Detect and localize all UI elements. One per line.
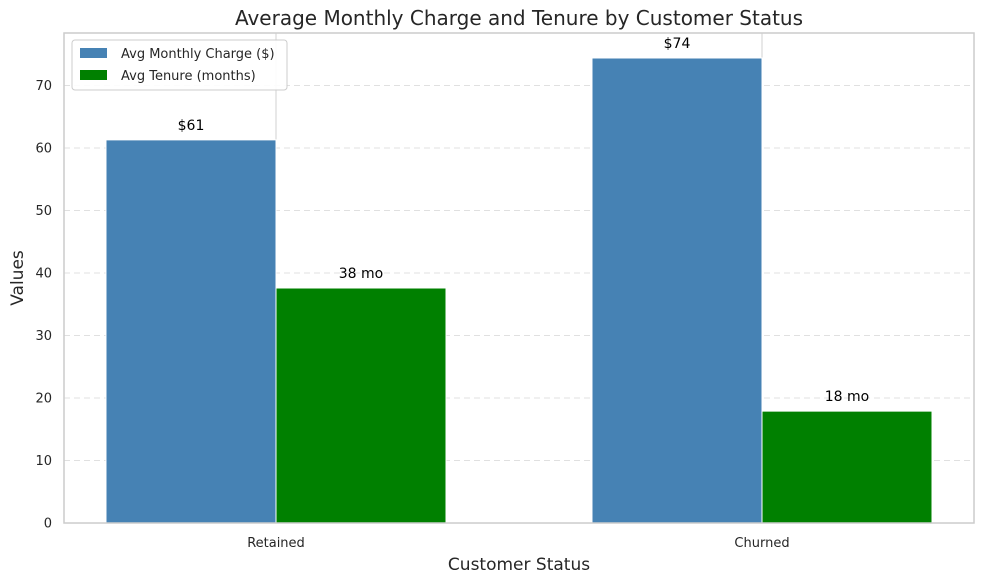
legend-label: Avg Tenure (months) <box>121 69 256 84</box>
x-tick-label: Retained <box>247 536 305 551</box>
y-tick-label: 30 <box>35 329 52 344</box>
y-tick-label: 70 <box>35 79 52 94</box>
legend-swatch <box>80 48 107 58</box>
legend-label: Avg Monthly Charge ($) <box>121 47 275 62</box>
bar-value-label: 38 mo <box>339 266 383 282</box>
y-tick-label: 60 <box>35 142 52 157</box>
bars <box>105 57 933 524</box>
y-tick-label: 10 <box>35 454 52 469</box>
bar-tenure <box>761 410 933 524</box>
y-tick-label: 50 <box>35 204 52 219</box>
x-tick-label: Churned <box>734 536 789 551</box>
y-axis-title: Values <box>8 250 28 306</box>
x-axis-title: Customer Status <box>448 555 590 575</box>
bar-value-label: 18 mo <box>825 389 869 405</box>
bar-tenure <box>275 287 447 524</box>
y-tick-label: 40 <box>35 267 52 282</box>
legend-box <box>71 39 288 91</box>
bar-labels: $61 $74 38 mo 18 mo <box>178 36 870 405</box>
bar-monthly-charge <box>591 57 763 524</box>
plot-frame <box>63 32 975 524</box>
bar-value-label: $74 <box>664 36 691 52</box>
bar-monthly-charge <box>105 139 277 524</box>
axis-ticks: 0 10 20 30 40 50 60 70 Retained Churned <box>35 79 789 551</box>
chart-title: Average Monthly Charge and Tenure by Cus… <box>235 6 803 30</box>
plot-border <box>63 32 975 524</box>
y-tick-label: 20 <box>35 392 52 407</box>
legend-swatch <box>80 70 107 80</box>
legend: Avg Monthly Charge ($) Avg Tenure (months… <box>71 39 288 91</box>
bar-value-label: $61 <box>178 118 205 134</box>
y-tick-label: 0 <box>44 517 52 532</box>
